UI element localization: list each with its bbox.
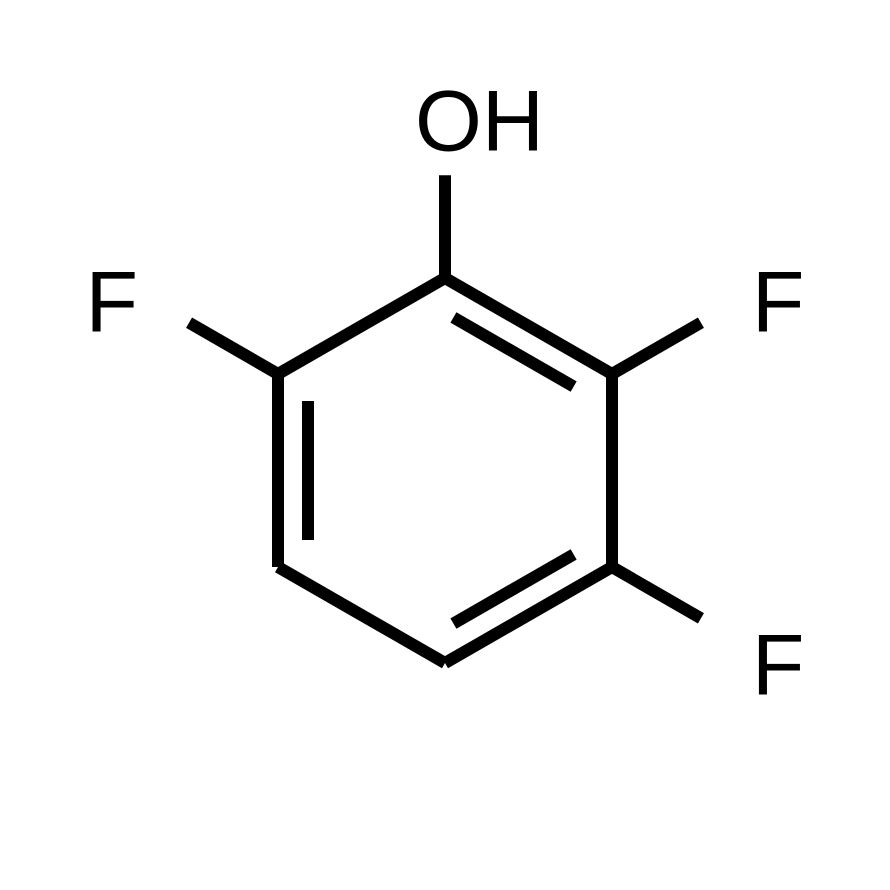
bond xyxy=(278,567,445,663)
atom-label: OH xyxy=(415,74,544,170)
chemical-structure-diagram: OH F F F xyxy=(0,0,890,890)
bond xyxy=(453,554,573,623)
atom-label: F xyxy=(752,618,805,714)
bond xyxy=(189,323,278,374)
atom-label: F xyxy=(752,255,805,351)
bond xyxy=(612,323,701,374)
atom-label: F xyxy=(86,255,139,351)
bond xyxy=(278,278,445,374)
bond xyxy=(453,317,573,386)
bond xyxy=(612,567,701,618)
